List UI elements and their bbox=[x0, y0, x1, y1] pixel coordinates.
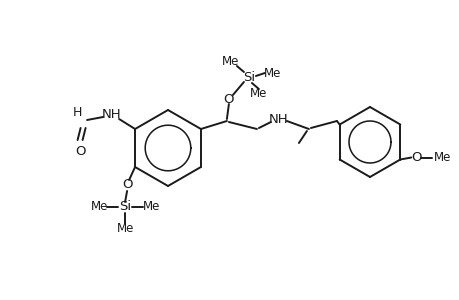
Text: Me: Me bbox=[116, 223, 134, 236]
Text: Me: Me bbox=[250, 86, 267, 100]
Text: O: O bbox=[223, 92, 234, 106]
Text: Si: Si bbox=[119, 200, 131, 214]
Text: O: O bbox=[122, 178, 132, 191]
Text: Me: Me bbox=[142, 200, 159, 214]
Text: H: H bbox=[72, 106, 82, 118]
Text: O: O bbox=[75, 145, 85, 158]
Text: Si: Si bbox=[242, 70, 254, 83]
Text: Me: Me bbox=[433, 151, 450, 164]
Text: Me: Me bbox=[90, 200, 107, 214]
Text: O: O bbox=[410, 151, 420, 164]
Text: NH: NH bbox=[101, 107, 121, 121]
Text: Me: Me bbox=[222, 55, 239, 68]
Text: Me: Me bbox=[263, 67, 281, 80]
Text: NH: NH bbox=[269, 112, 288, 125]
